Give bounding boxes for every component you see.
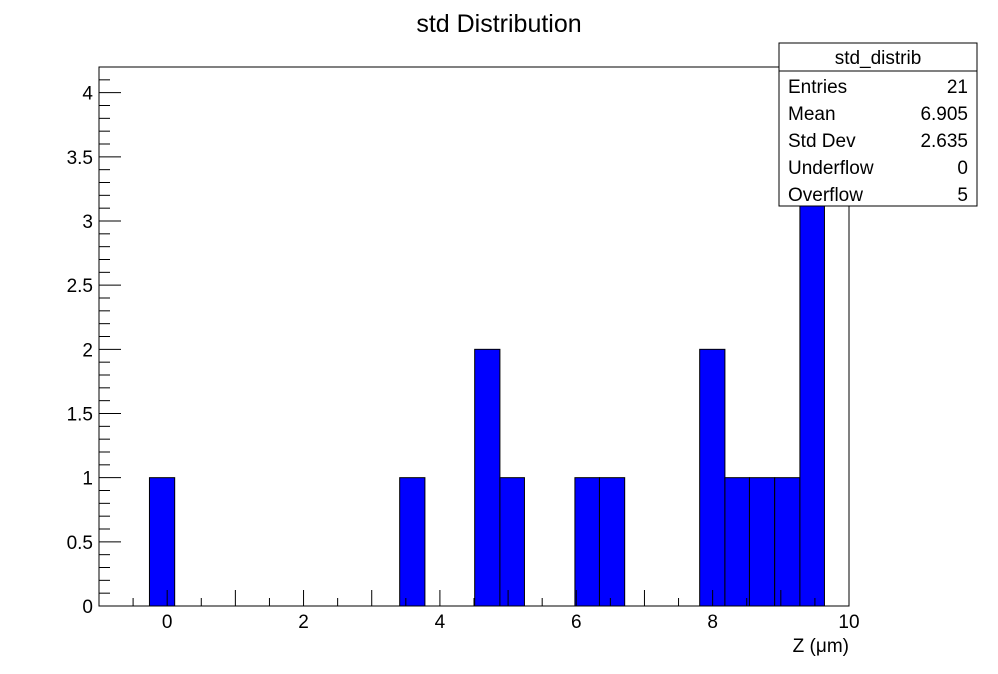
- stats-box: std_distrib Entries 21 Mean 6.905 Std De…: [778, 42, 978, 207]
- stats-label-std-dev: Std Dev: [788, 131, 856, 152]
- histogram-bar-6: [699, 348, 726, 607]
- x-tick-label: 2: [298, 612, 309, 633]
- y-tick-label: 0.5: [67, 533, 93, 554]
- stats-value-overflow: 5: [957, 185, 968, 206]
- histogram-bar-3: [499, 477, 525, 607]
- histogram-bar-4: [574, 477, 600, 607]
- stats-box-frame: [778, 42, 978, 207]
- y-tick-label: 1.5: [67, 405, 93, 426]
- histogram-bar-8: [748, 477, 776, 607]
- stats-value-std-dev: 2.635: [920, 131, 968, 152]
- y-tick-label: 3: [82, 212, 93, 233]
- stats-label-underflow: Underflow: [788, 158, 874, 179]
- chart-title: std Distribution: [416, 10, 581, 38]
- x-tick-label: 8: [707, 612, 718, 633]
- stats-label-overflow: Overflow: [788, 185, 863, 206]
- histogram-bar-2: [474, 348, 501, 607]
- x-axis-label: Z (μm): [793, 636, 849, 657]
- histogram-bar-1: [399, 477, 426, 607]
- stats-box-title: std_distrib: [835, 48, 922, 69]
- x-tick-label: 0: [162, 612, 173, 633]
- x-tick-label: 10: [838, 612, 859, 633]
- axes-layer: 0 2 4 6 8 10 0 0.5 1 1.5 2 2.5 3 3.5 4: [67, 66, 860, 633]
- y-tick-label: 2: [82, 340, 93, 361]
- y-tick-label: 1: [82, 469, 93, 490]
- histogram-bar-7: [724, 477, 750, 607]
- stats-label-entries: Entries: [788, 77, 847, 98]
- y-tick-label: 4: [82, 84, 93, 105]
- y-tick-label: 3.5: [67, 148, 93, 169]
- bars-layer: [148, 92, 825, 607]
- histogram-bar-5: [598, 477, 626, 607]
- histogram-bar-0: [148, 477, 176, 607]
- stats-value-entries: 21: [947, 77, 968, 98]
- x-tick-label: 4: [435, 612, 446, 633]
- histogram-bar-9: [774, 477, 801, 607]
- y-tick-label: 0: [82, 597, 93, 618]
- x-tick-label: 6: [571, 612, 582, 633]
- stats-value-mean: 6.905: [920, 104, 968, 125]
- stats-label-mean: Mean: [788, 104, 836, 125]
- stats-value-underflow: 0: [957, 158, 968, 179]
- y-tick-label: 2.5: [67, 276, 93, 297]
